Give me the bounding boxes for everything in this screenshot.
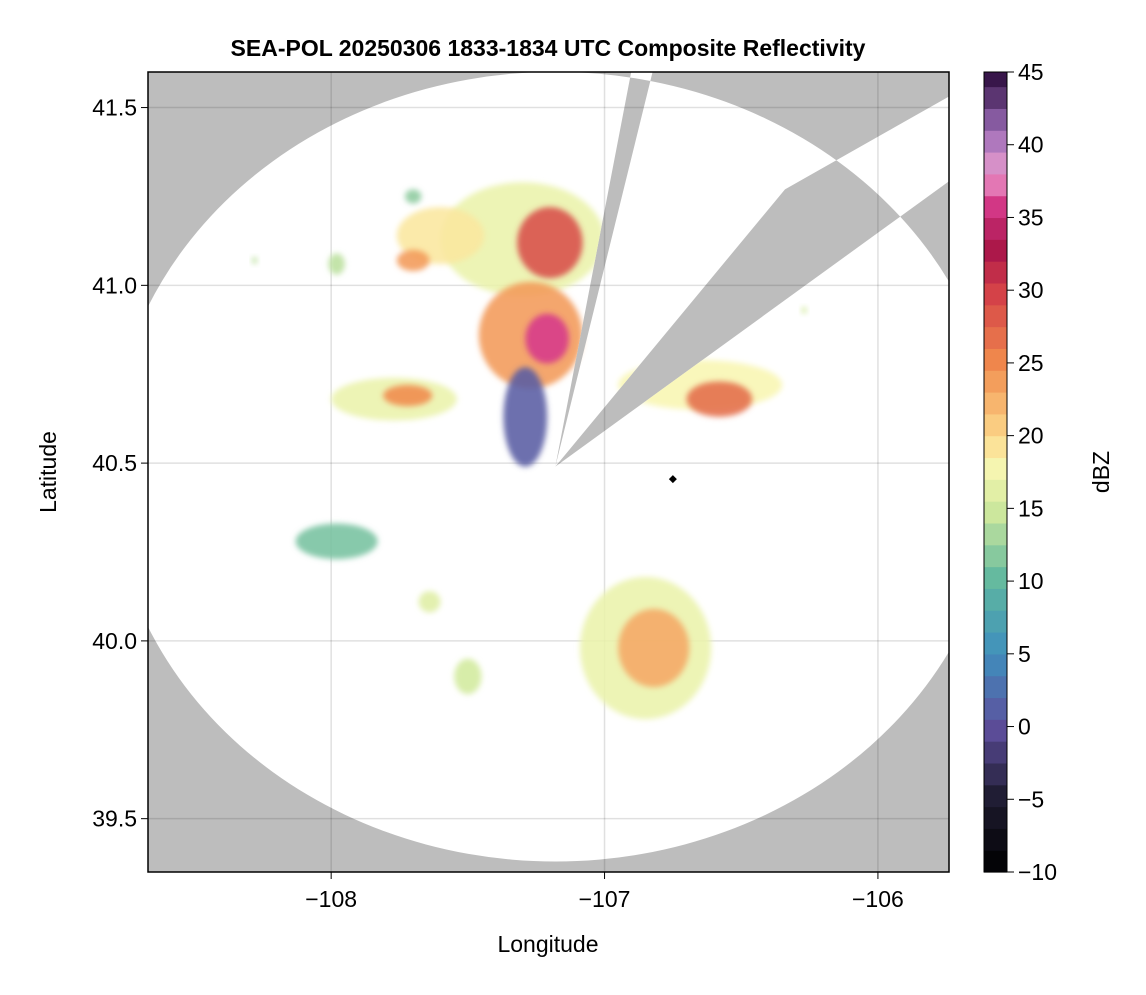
colorbar-segment bbox=[984, 588, 1007, 611]
plot-area: −108 −107 −106 39.5 40.0 40.5 41.0 41.5 bbox=[92, 71, 950, 912]
colorbar-segment bbox=[984, 806, 1007, 829]
colorbar-tick-label-11: 45 bbox=[1018, 59, 1044, 85]
colorbar-segment bbox=[984, 217, 1007, 240]
colorbar-segment bbox=[984, 195, 1007, 219]
echo-central-core bbox=[525, 313, 570, 364]
echo-layer bbox=[251, 182, 807, 720]
colorbar-segment bbox=[984, 544, 1007, 568]
echo-small-cell-2 bbox=[454, 658, 482, 695]
colorbar-frame bbox=[983, 71, 1008, 873]
colorbar-tick-label-6: 20 bbox=[1018, 423, 1044, 449]
y-axis-ticks: 39.5 40.0 40.5 41.0 41.5 bbox=[92, 95, 148, 832]
colorbar-tick-label-4: 10 bbox=[1018, 568, 1044, 594]
colorbar-tick-label-0: −10 bbox=[1018, 859, 1057, 885]
colorbar-segment bbox=[984, 522, 1007, 546]
colorbar-segment bbox=[984, 392, 1007, 415]
y-tick-label-4: 41.5 bbox=[92, 95, 137, 121]
echo-north-small-1 bbox=[404, 189, 422, 204]
colorbar-segment bbox=[984, 719, 1007, 742]
y-axis-label: Latitude bbox=[35, 431, 61, 513]
colorbar-segment bbox=[984, 632, 1007, 655]
echo-south-complex-core bbox=[618, 608, 690, 688]
x-tick-label-0: −108 bbox=[305, 886, 357, 912]
y-tick-label-0: 39.5 bbox=[92, 806, 137, 832]
x-tick-label-2: −106 bbox=[852, 886, 904, 912]
colorbar-segment bbox=[984, 152, 1007, 175]
radar-site-marker bbox=[668, 475, 677, 484]
x-tick-label-1: −107 bbox=[579, 886, 631, 912]
colorbar-segment bbox=[984, 566, 1007, 589]
colorbar-segment bbox=[984, 108, 1007, 131]
colorbar-segment bbox=[984, 370, 1007, 393]
colorbar-label: dBZ bbox=[1088, 451, 1114, 493]
colorbar-segment bbox=[984, 457, 1007, 480]
colorbar-segment bbox=[984, 675, 1007, 699]
echo-north-small-2 bbox=[328, 253, 345, 275]
echo-southwest-cell bbox=[295, 523, 378, 560]
colorbar: −10 −5 0 5 10 15 20 25 30 35 40 45 dBZ bbox=[983, 59, 1114, 885]
colorbar-tick-label-10: 40 bbox=[1018, 132, 1044, 158]
radar-coverage bbox=[148, 72, 949, 863]
colorbar-segment bbox=[984, 326, 1007, 349]
x-axis-label: Longitude bbox=[497, 931, 598, 957]
colorbar-segment bbox=[984, 762, 1007, 786]
colorbar-segment bbox=[984, 413, 1007, 437]
x-axis-ticks: −108 −107 −106 bbox=[305, 872, 904, 912]
colorbar-segment bbox=[984, 479, 1007, 502]
colorbar-segment bbox=[984, 850, 1007, 873]
colorbar-segment bbox=[984, 653, 1007, 677]
echo-south-tail bbox=[503, 367, 548, 467]
echo-north-complex-core bbox=[517, 207, 583, 279]
echo-north-west-lobe bbox=[396, 207, 485, 264]
colorbar-tick-label-5: 15 bbox=[1018, 495, 1044, 521]
colorbar-tick-label-9: 35 bbox=[1018, 204, 1044, 230]
y-tick-label-2: 40.5 bbox=[92, 450, 137, 476]
y-tick-label-1: 40.0 bbox=[92, 628, 137, 654]
chart-title: SEA-POL 20250306 1833-1834 UTC Composite… bbox=[231, 35, 866, 61]
colorbar-segment bbox=[984, 828, 1007, 851]
colorbar-segment bbox=[984, 784, 1007, 808]
colorbar-segment bbox=[984, 261, 1007, 284]
echo-north-small-3 bbox=[251, 256, 258, 265]
colorbar-segment bbox=[984, 697, 1007, 720]
colorbar-segment bbox=[984, 501, 1007, 524]
colorbar-tick-label-8: 30 bbox=[1018, 277, 1044, 303]
echo-small-cell-1 bbox=[418, 591, 441, 613]
colorbar-segment bbox=[984, 741, 1007, 764]
colorbar-segment bbox=[984, 173, 1007, 197]
grid-lines bbox=[148, 72, 949, 872]
colorbar-tick-label-2: 0 bbox=[1018, 714, 1031, 740]
colorbar-segment bbox=[984, 282, 1007, 306]
colorbar-tick-label-3: 5 bbox=[1018, 641, 1031, 667]
echo-northeast-speck bbox=[801, 306, 807, 314]
colorbar-segment bbox=[984, 72, 1007, 88]
colorbar-segment bbox=[984, 239, 1007, 262]
colorbar-segment bbox=[984, 348, 1007, 371]
colorbar-segment bbox=[984, 86, 1007, 109]
colorbar-tick-label-1: −5 bbox=[1018, 786, 1044, 812]
colorbar-segment bbox=[984, 304, 1007, 328]
colorbar-ticks: −10 −5 0 5 10 15 20 25 30 35 40 45 bbox=[1007, 59, 1057, 885]
y-tick-label-3: 41.0 bbox=[92, 272, 137, 298]
plot-frame bbox=[147, 71, 950, 873]
colorbar-tick-label-7: 25 bbox=[1018, 350, 1044, 376]
colorbar-segments bbox=[984, 72, 1007, 873]
colorbar-segment bbox=[984, 435, 1007, 459]
echo-east-band-core bbox=[686, 381, 753, 417]
echo-north-west-lobe-core bbox=[396, 249, 430, 272]
colorbar-segment bbox=[984, 610, 1007, 633]
echo-west-cell-core bbox=[383, 384, 433, 407]
colorbar-segment bbox=[984, 130, 1007, 153]
